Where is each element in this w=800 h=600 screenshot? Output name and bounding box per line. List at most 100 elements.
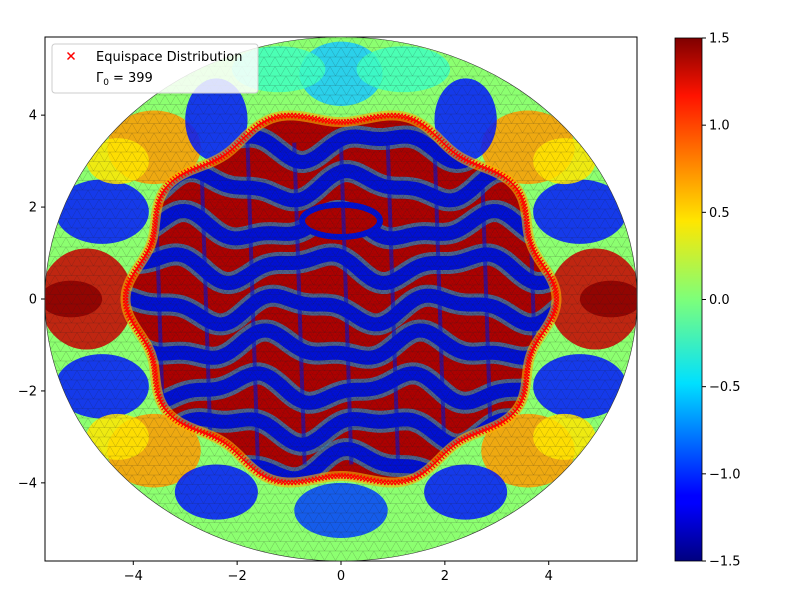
boundary-point	[140, 255, 147, 262]
boundary-point	[132, 268, 138, 275]
boundary-point	[536, 256, 543, 263]
field-plot	[45, 37, 637, 561]
domain-boundary-circle	[44, 36, 638, 562]
boundary-point	[421, 123, 428, 130]
colorbar-tick-label: −0.5	[709, 380, 741, 395]
boundary-point	[270, 114, 277, 121]
boundary-point	[478, 428, 485, 435]
boundary-point	[128, 318, 135, 324]
boundary-point	[419, 121, 426, 128]
equispace-boundary-markers	[122, 112, 560, 486]
boundary-point	[539, 330, 546, 337]
boundary-point	[130, 271, 137, 278]
boundary-point	[132, 323, 138, 330]
boundary-point	[515, 188, 522, 195]
x-tick-label: 0	[337, 569, 345, 584]
boundary-point	[196, 428, 203, 434]
boundary-point	[183, 169, 190, 176]
colorbar-ticks: −1.5 −1.0 −0.5 0.0 0.5 1.0 1.5	[702, 32, 741, 570]
boundary-point	[546, 272, 553, 279]
boundary-point	[416, 472, 423, 479]
boundary-point	[258, 120, 265, 127]
boundary-point	[186, 167, 193, 174]
boundary-point	[484, 426, 491, 433]
boundary-point	[490, 168, 497, 175]
y-tick-label: −2	[18, 384, 37, 399]
x-tick-label: −4	[124, 569, 143, 584]
boundary-point	[496, 171, 503, 178]
colorbar-gradient	[674, 37, 703, 562]
boundary-point	[177, 172, 184, 179]
triangle-mesh	[45, 37, 637, 561]
boundary-point	[548, 275, 554, 282]
boundary-point	[258, 471, 265, 478]
boundary-point	[548, 316, 554, 323]
boundary-point	[407, 476, 414, 483]
boundary-point	[468, 159, 475, 166]
boundary-point	[211, 157, 218, 164]
boundary-point	[481, 164, 488, 171]
boundary-point	[539, 261, 546, 268]
y-tick-label: 4	[29, 109, 37, 124]
boundary-point	[139, 334, 145, 340]
boundary-point	[137, 331, 144, 338]
boundary-point	[543, 324, 550, 331]
boundary-point	[183, 422, 190, 429]
boundary-point	[202, 430, 209, 437]
boundary-point	[264, 474, 271, 481]
boundary-point	[410, 475, 417, 482]
boundary-point	[177, 419, 184, 426]
boundary-point	[487, 424, 494, 431]
legend-marker-icon	[66, 51, 76, 61]
boundary-point	[264, 117, 271, 124]
boundary-point	[537, 259, 544, 266]
boundary-point	[493, 422, 500, 428]
boundary-point	[193, 426, 200, 433]
boundary-point	[468, 432, 475, 439]
y-tick-label: 2	[29, 201, 37, 216]
boundary-point	[130, 320, 137, 327]
boundary-point	[413, 118, 420, 124]
boundary-point	[487, 167, 494, 174]
boundary-point	[161, 187, 167, 194]
x-tick-label: 4	[545, 569, 553, 584]
boundary-point	[199, 429, 206, 436]
boundary-point	[205, 160, 212, 167]
boundary-point	[267, 116, 274, 122]
boundary-point	[133, 265, 140, 272]
boundary-point	[553, 299, 560, 305]
boundary-point	[517, 191, 524, 198]
boundary-point	[534, 337, 541, 344]
boundary-point	[193, 165, 200, 172]
boundary-point	[407, 115, 414, 122]
boundary-point	[543, 267, 550, 274]
boundary-point	[190, 425, 196, 432]
boundary-point	[537, 332, 544, 339]
boundary-point	[261, 118, 268, 125]
boundary-point	[499, 173, 506, 180]
boundary-point	[186, 424, 193, 431]
y-tick-label: 0	[29, 293, 37, 308]
legend-box	[51, 43, 259, 94]
boundary-point	[536, 335, 543, 342]
boundary-point	[196, 164, 203, 170]
boundary-point	[472, 161, 478, 167]
boundary-point	[208, 159, 215, 166]
boundary-point	[199, 162, 206, 169]
colorbar-tick-label: 1.0	[709, 119, 730, 134]
gamma-value: = 399	[113, 71, 153, 86]
legend-series-label: Equispace Distribution	[96, 50, 242, 65]
boundary-point	[416, 119, 423, 126]
colorbar-tick-label: 1.5	[709, 32, 730, 47]
colorbar-tick-label: 0.5	[709, 206, 730, 221]
colorbar-tick-label: 0.0	[709, 293, 730, 308]
boundary-point	[135, 263, 142, 270]
boundary-point	[475, 429, 481, 436]
boundary-point	[205, 431, 212, 438]
x-tick-label: 2	[441, 569, 449, 584]
boundary-point	[514, 405, 520, 412]
boundary-point	[127, 315, 134, 322]
boundary-point	[484, 165, 491, 172]
boundary-point	[419, 470, 426, 477]
